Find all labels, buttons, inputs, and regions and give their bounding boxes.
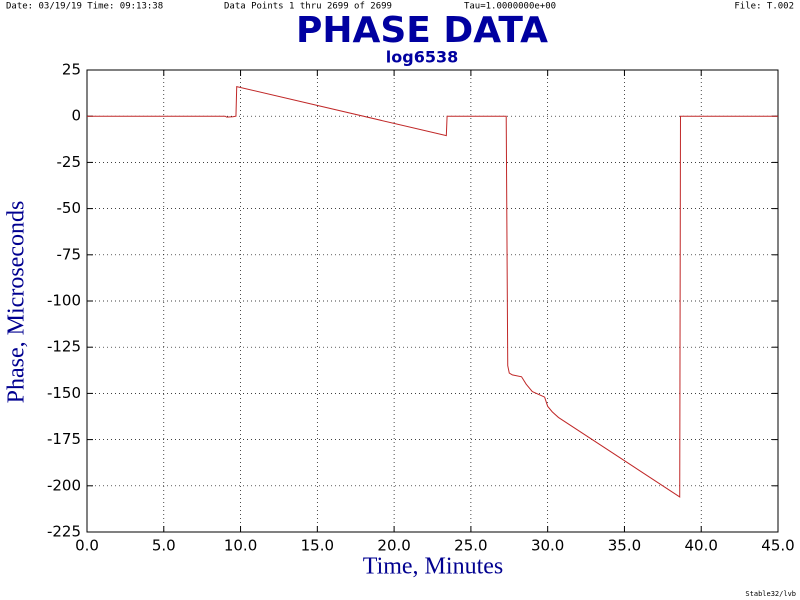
header-file: File: T.002 xyxy=(734,2,794,12)
x-axis-label: Time, Minutes xyxy=(363,554,503,580)
y-tick-label: -25 xyxy=(57,153,82,171)
x-tick-label: 5.0 xyxy=(152,537,176,555)
y-axis-label: Phase, Microseconds xyxy=(4,201,30,404)
header-tau: Tau=1.0000000e+00 xyxy=(464,2,556,12)
header-date: Date: 03/19/19 Time: 09:13:38 xyxy=(6,2,163,12)
data-line xyxy=(87,86,778,498)
y-tick-label: -175 xyxy=(47,430,81,448)
chart-title: PHASE DATA xyxy=(296,10,548,51)
x-tick-label: 25.0 xyxy=(454,537,487,555)
x-tick-label: 35.0 xyxy=(608,537,641,555)
y-tick-label: -225 xyxy=(47,523,81,541)
y-tick-label: 0 xyxy=(71,107,81,125)
header-points: Data Points 1 thru 2699 of 2699 xyxy=(224,2,392,12)
y-tick-label: -75 xyxy=(57,245,82,263)
y-tick-label: -50 xyxy=(57,199,82,217)
x-tick-label: 45.0 xyxy=(761,537,794,555)
y-tick-label: -150 xyxy=(47,384,81,402)
x-tick-label: 30.0 xyxy=(531,537,564,555)
y-tick-label: -200 xyxy=(47,476,81,494)
y-tick-label: -125 xyxy=(47,338,81,356)
y-tick-label: 25 xyxy=(62,61,81,79)
footer: Stable32/lvb xyxy=(745,590,796,598)
x-tick-label: 10.0 xyxy=(224,537,257,555)
plot-frame xyxy=(86,69,779,533)
x-tick-label: 20.0 xyxy=(377,537,410,555)
x-tick-label: 15.0 xyxy=(301,537,334,555)
chart-subtitle: log6538 xyxy=(386,48,458,67)
x-tick-label: 0.0 xyxy=(75,537,99,555)
x-tick-label: 40.0 xyxy=(685,537,718,555)
y-tick-label: -100 xyxy=(47,292,81,310)
